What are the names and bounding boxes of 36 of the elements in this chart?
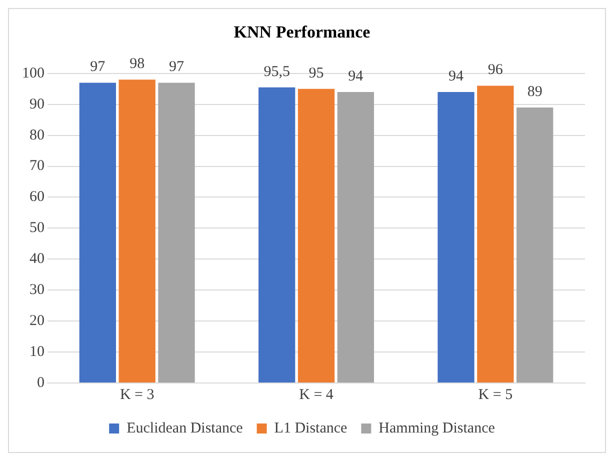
bar xyxy=(158,82,195,382)
data-label: 94 xyxy=(448,68,464,84)
data-label: 96 xyxy=(488,62,504,78)
chart-title: KNN Performance xyxy=(234,22,371,42)
bar xyxy=(477,86,514,382)
y-tick-label: 0 xyxy=(37,374,44,391)
bar xyxy=(337,92,374,382)
legend-label: L1 Distance xyxy=(274,420,348,436)
data-label: 95 xyxy=(308,65,324,82)
y-tick-label: 90 xyxy=(30,96,44,112)
data-label: 89 xyxy=(527,84,542,100)
x-tick-label: K = 5 xyxy=(478,386,513,403)
y-tick-label: 60 xyxy=(30,189,44,206)
y-tick-label: 100 xyxy=(22,65,44,82)
bar xyxy=(516,107,554,382)
bar xyxy=(438,92,474,382)
legend-label: Hamming Distance xyxy=(378,420,496,436)
y-tick-label: 30 xyxy=(30,282,44,298)
y-tick-label: 40 xyxy=(30,251,44,268)
data-label: 94 xyxy=(348,68,364,84)
y-tick-label: 50 xyxy=(30,220,44,236)
x-tick-label: K = 3 xyxy=(120,386,154,403)
data-label: 95,5 xyxy=(264,64,290,80)
y-tick-label: 20 xyxy=(30,313,44,330)
data-label: 98 xyxy=(130,56,145,72)
y-tick-label: 70 xyxy=(30,158,44,174)
bar xyxy=(118,80,156,382)
legend-label: Euclidean Distance xyxy=(126,420,244,436)
bar xyxy=(79,82,116,382)
y-tick-label: 10 xyxy=(30,344,44,360)
data-label: 97 xyxy=(169,59,184,76)
y-tick-label: 80 xyxy=(30,127,44,144)
x-tick-label: K = 4 xyxy=(299,386,334,403)
bar xyxy=(258,87,296,382)
bar xyxy=(298,88,335,382)
data-label: 97 xyxy=(90,59,106,76)
